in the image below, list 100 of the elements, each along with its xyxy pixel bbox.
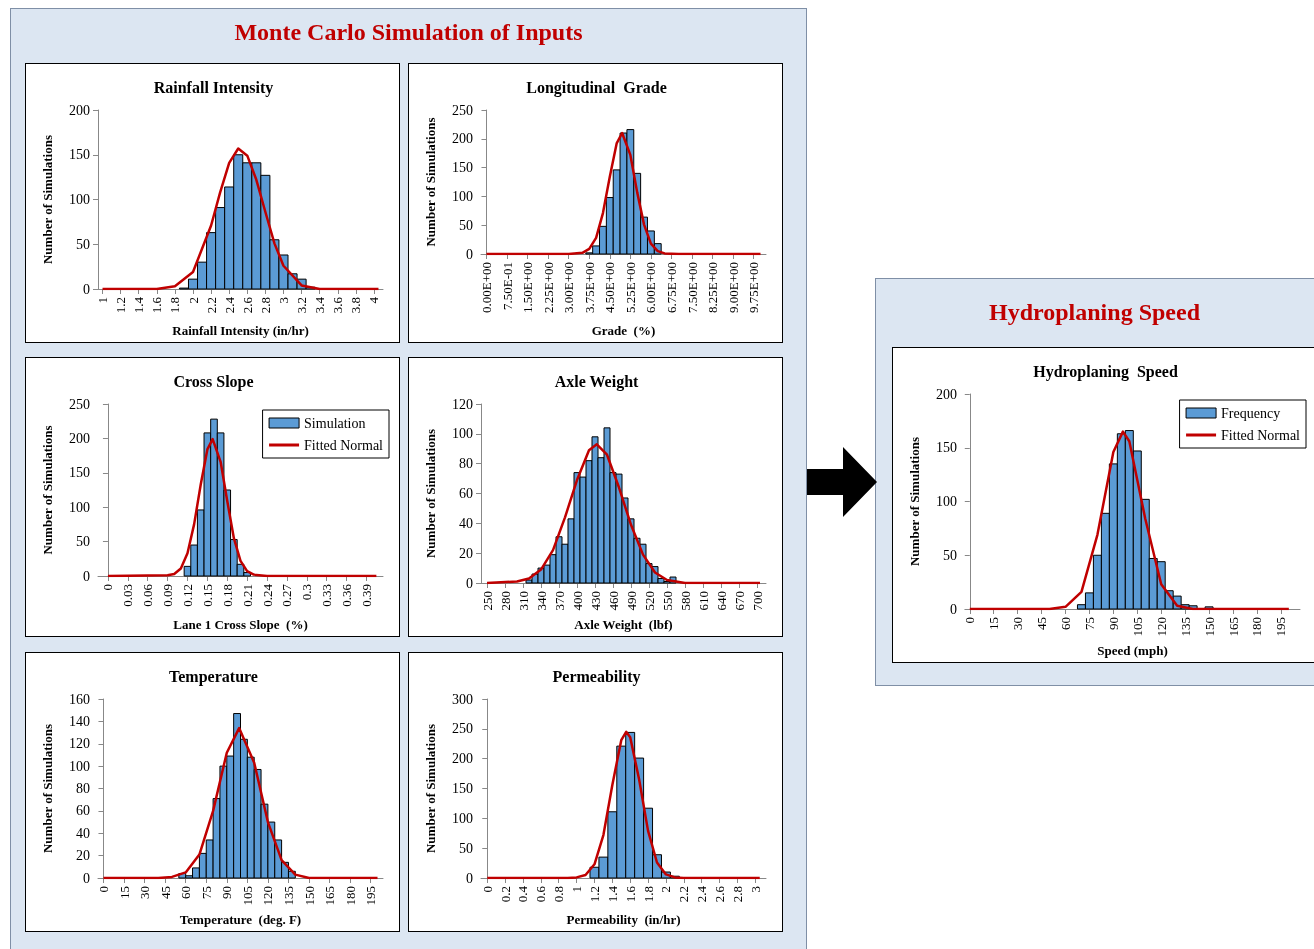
x-tick-label: 15 [116,886,132,899]
x-tick-label: 45 [157,886,173,899]
x-tick-label: 0.36 [339,583,355,607]
x-tick-label: 135 [280,886,296,906]
x-tick-label: 195 [1273,617,1289,637]
x-tick-label: 3 [275,297,291,304]
x-tick-label: 165 [322,886,338,906]
x-axis-title: Permeability (in/hr) [566,912,681,927]
y-axis-title: Number of Simulations [907,436,922,567]
x-tick-label: 580 [677,591,693,611]
y-tick-label: 140 [69,713,90,729]
x-tick-label: 165 [1225,617,1241,637]
x-tick-label: 9.75E+00 [746,262,762,314]
y-tick-label: 150 [452,160,473,176]
y-tick-label: 150 [936,440,957,456]
chart-title: Permeability [552,667,641,686]
x-tick-label: 0 [479,886,495,893]
y-tick-label: 100 [936,494,957,509]
x-axis-title: Axle Weight (lbf) [574,617,673,633]
x-tick-label: 0 [100,584,116,591]
x-tick-label: 0.2 [497,886,513,903]
chart-title: Axle Weight [554,372,640,391]
y-axis-title: Number of Simulations [423,428,438,559]
y-tick-label: 150 [452,781,473,796]
y-tick-label: 20 [76,848,90,864]
x-tick-label: 6.75E+00 [663,262,679,314]
x-tick-label: 1 [569,886,585,893]
text: Monte Carlo Simulation of Inputs [233,18,584,47]
x-tick-label: 700 [749,591,765,611]
x-tick-label: 3.00E+00 [561,262,577,314]
y-axis-title: Number of Simulations [40,723,55,854]
y-tick-label: 0 [83,568,90,584]
y-tick-label: 100 [452,810,473,826]
x-tick-label: 135 [1177,617,1193,637]
x-tick-label: 2.6 [712,885,728,903]
x-tick-label: 0.06 [140,583,156,607]
x-tick-label: 90 [1105,617,1121,630]
x-tick-label: 4 [366,296,382,304]
x-tick-label: 2.2 [203,297,219,314]
x-tick-label: 2.6 [239,296,255,314]
x-tick-label: 120 [260,886,276,906]
x-tick-label: 0.21 [239,584,255,607]
x-tick-label: 0.33 [319,584,335,607]
y-tick-label: 250 [452,721,473,737]
x-tick-label: 9.00E+00 [725,262,741,314]
x-tick-label: 30 [137,886,153,899]
chart-title: Cross Slope [173,372,254,391]
x-tick-label: 120 [1153,617,1169,637]
x-tick-label: 280 [497,591,513,611]
chart-title: Temperature [169,667,258,686]
x-tick-label: 3.4 [312,296,328,314]
y-tick-label: 0 [466,246,473,262]
x-tick-label: 30 [1010,617,1026,630]
x-tick-label: 1 [95,297,111,304]
x-tick-label: 3.8 [348,297,364,314]
y-tick-label: 80 [76,781,90,796]
x-tick-label: 4.50E+00 [602,262,618,314]
y-tick-label: 100 [69,499,90,515]
x-tick-label: 1.4 [604,885,620,903]
x-tick-label: 670 [731,591,747,611]
x-tick-label: 60 [178,886,194,899]
y-tick-label: 200 [936,386,957,402]
y-tick-label: 150 [69,465,90,481]
x-tick-label: 0.3 [299,584,315,601]
x-tick-label: 340 [533,591,549,611]
x-tick-label: 640 [713,591,729,611]
x-tick-label: 0.12 [179,584,195,607]
y-tick-label: 60 [459,486,473,501]
x-tick-label: 1.4 [131,296,147,314]
x-tick-label: 250 [479,591,495,611]
x-tick-label: 1.8 [640,886,656,903]
chart-title: Longitudinal Grade [526,78,667,97]
x-tick-label: 310 [515,591,531,611]
x-tick-label: 45 [1034,617,1050,630]
y-tick-label: 100 [452,426,473,442]
x-tick-label: 105 [239,886,255,906]
x-axis-title: Grade (%) [591,323,656,338]
x-tick-label: 0.4 [515,885,531,903]
x-tick-label: 430 [587,591,603,611]
y-tick-label: 250 [69,396,90,412]
x-tick-label: 75 [198,886,214,899]
x-tick-label: 180 [342,886,358,906]
x-tick-label: 0.24 [259,583,275,607]
y-tick-label: 50 [459,840,473,856]
x-tick-label: 60 [1058,617,1073,630]
x-tick-label: 0.03 [120,584,136,607]
y-tick-label: 200 [69,102,90,118]
x-tick-label: 1.8 [167,297,183,314]
x-tick-label: 0.00E+00 [478,262,494,314]
x-tick-label: 3.75E+00 [581,262,597,314]
x-tick-label: 0.18 [219,584,235,607]
x-tick-label: 1.6 [149,296,165,314]
x-tick-label: 1.50E+00 [520,262,536,314]
y-tick-label: 50 [943,547,957,563]
legend-label: Frequency [1221,405,1281,421]
x-tick-label: 75 [1081,617,1097,630]
x-tick-label: 3.2 [294,297,310,314]
y-tick-label: 200 [452,751,473,767]
x-tick-label: 1.2 [113,297,129,314]
x-tick-label: 0.09 [160,584,176,607]
